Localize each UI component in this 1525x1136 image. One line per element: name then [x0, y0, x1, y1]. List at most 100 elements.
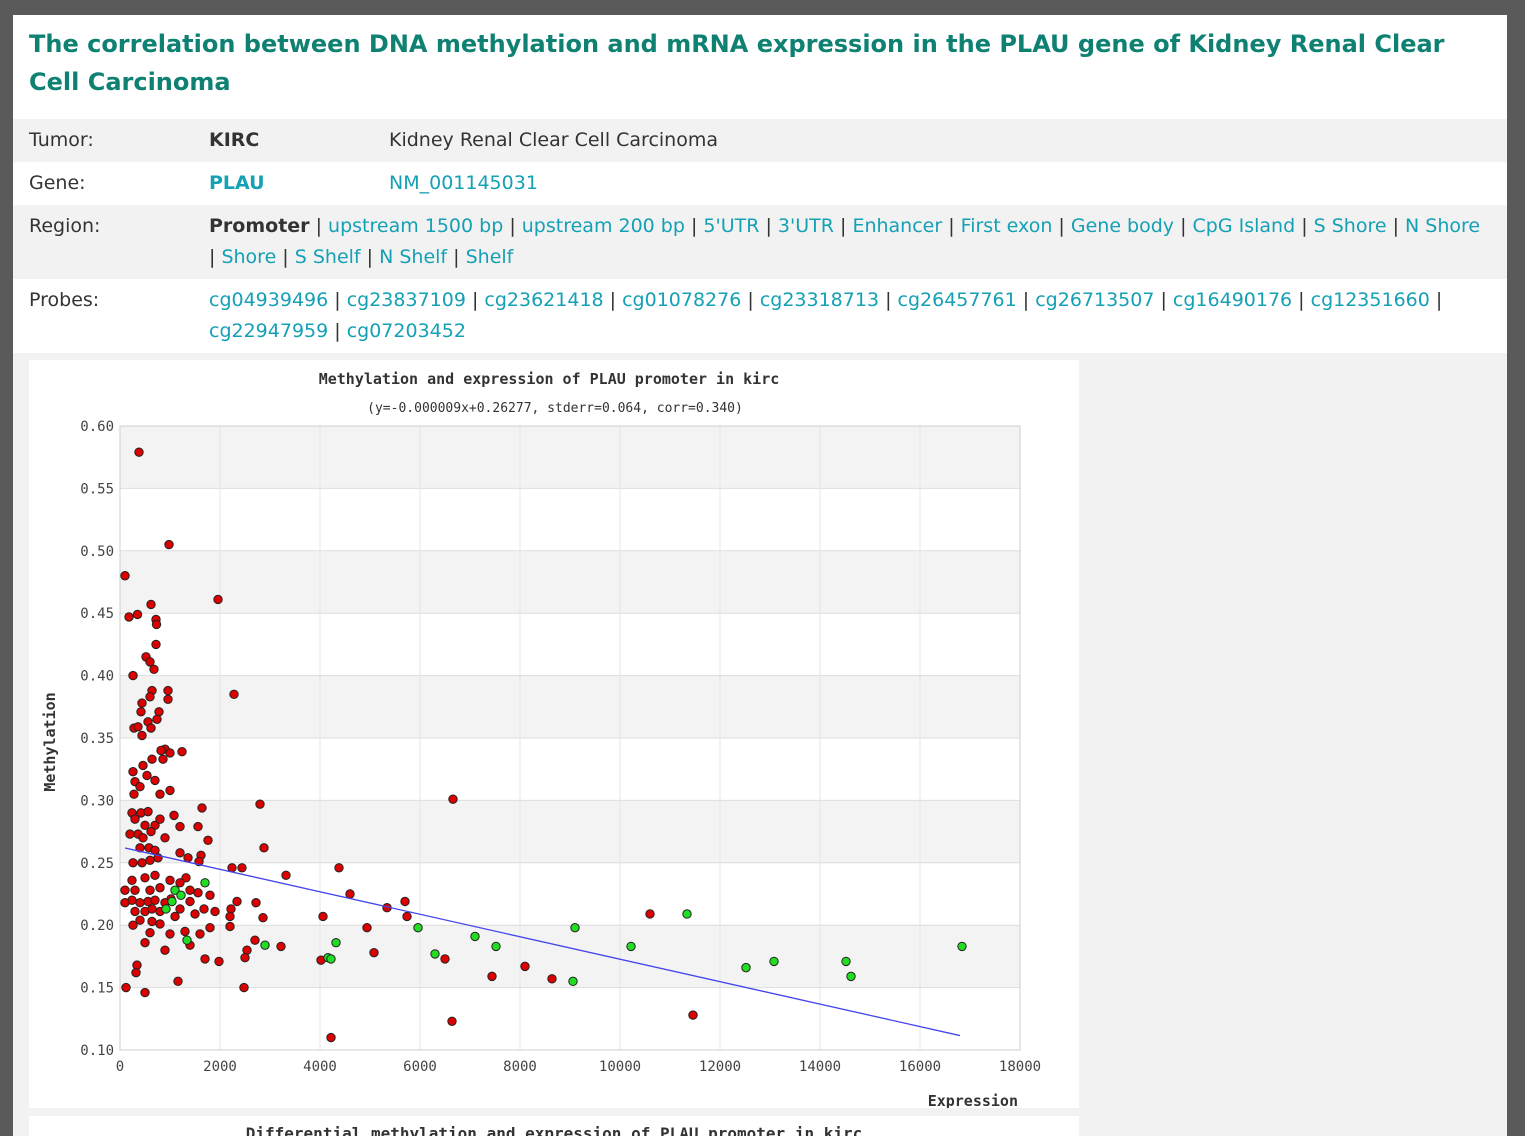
probe-link-cg12351660[interactable]: cg12351660: [1310, 289, 1430, 311]
point-red: [145, 927, 155, 938]
region-link-cpg-island[interactable]: CpG Island: [1192, 215, 1296, 237]
region-link-s-shelf[interactable]: S Shelf: [294, 246, 361, 268]
title-box: The correlation between DNA methylation …: [13, 15, 1507, 119]
point-red: [177, 747, 187, 757]
x-axis-label: Expression: [928, 1092, 1018, 1108]
point-red: [145, 692, 155, 702]
point-green: [841, 956, 851, 967]
separator: |: [328, 320, 347, 342]
point-red: [138, 760, 148, 771]
chart-subtitle: (y=-0.000009x+0.26277, stderr=0.064, cor…: [367, 401, 743, 416]
probe-link-cg01078276[interactable]: cg01078276: [622, 289, 742, 311]
point-red: [152, 714, 162, 724]
point-red: [193, 821, 203, 832]
region-link-first-exon[interactable]: First exon: [960, 215, 1053, 237]
point-red: [276, 941, 286, 952]
point-red: [225, 921, 235, 932]
point-red: [143, 806, 153, 817]
probe-link-cg23621418[interactable]: cg23621418: [484, 289, 604, 311]
region-link-5-utr[interactable]: 5'UTR: [703, 215, 760, 237]
regression-line: [124, 847, 961, 1037]
region-link-shelf[interactable]: Shelf: [465, 246, 514, 268]
point-red: [149, 664, 159, 675]
region-link-gene-body[interactable]: Gene body: [1070, 215, 1175, 237]
region-link-n-shore[interactable]: N Shore: [1405, 215, 1481, 237]
probe-links: cg04939496 | cg23837109 | cg23621418 | c…: [209, 285, 1491, 347]
gene-symbol-link[interactable]: PLAU: [209, 172, 265, 194]
scatter-svg: Methylation and expression of PLAU promo…: [41, 370, 1041, 1110]
separator: |: [1016, 289, 1036, 311]
page-title: The correlation between DNA methylation …: [29, 30, 1445, 96]
separator: |: [1429, 289, 1443, 311]
point-red: [487, 971, 497, 982]
point-red: [362, 922, 372, 933]
point-green: [568, 976, 578, 987]
point-red: [155, 814, 165, 824]
point-red: [645, 909, 655, 919]
separator: |: [360, 246, 380, 268]
tumor-name: Kidney Renal Clear Cell Carcinoma: [389, 129, 718, 151]
point-red: [146, 723, 156, 733]
point-red: [255, 799, 265, 809]
separator: |: [276, 246, 295, 268]
grid-band: [120, 800, 1020, 863]
point-green: [326, 954, 336, 964]
point-red: [185, 885, 195, 895]
probe-link-cg04939496[interactable]: cg04939496: [209, 289, 329, 311]
point-red: [232, 896, 242, 907]
region-link-shore[interactable]: Shore: [221, 246, 277, 268]
point-red: [251, 898, 261, 908]
probe-link-cg23837109[interactable]: cg23837109: [346, 289, 466, 311]
point-red: [334, 863, 344, 873]
point-red: [205, 922, 215, 933]
separator: |: [465, 289, 485, 311]
region-link-s-shore[interactable]: S Shore: [1313, 215, 1387, 237]
point-green: [176, 890, 186, 900]
point-red: [158, 754, 168, 764]
separator: |: [741, 289, 760, 311]
region-link-enhancer[interactable]: Enhancer: [852, 215, 943, 237]
point-red: [240, 952, 250, 963]
probe-link-cg07203452[interactable]: cg07203452: [346, 320, 466, 342]
region-link-upstream-200-bp[interactable]: upstream 200 bp: [521, 215, 685, 237]
point-red: [440, 954, 450, 964]
gene-accession-link[interactable]: NM_001145031: [389, 172, 538, 194]
point-red: [134, 447, 144, 457]
point-red: [250, 935, 260, 945]
separator: |: [503, 215, 522, 237]
probe-link-cg23318713[interactable]: cg23318713: [759, 289, 880, 311]
probe-link-cg26457761[interactable]: cg26457761: [897, 289, 1017, 311]
separator: |: [759, 215, 778, 237]
point-red: [318, 911, 328, 922]
tumor-code: KIRC: [209, 129, 260, 151]
point-red: [203, 835, 213, 846]
point-green: [182, 935, 192, 945]
separator: |: [833, 215, 853, 237]
point-red: [239, 982, 249, 993]
probe-link-cg22947959[interactable]: cg22947959: [209, 320, 329, 342]
y-tick-label: 0.50: [80, 544, 114, 560]
point-red: [229, 689, 239, 700]
region-link-upstream-1500-bp[interactable]: upstream 1500 bp: [328, 215, 504, 237]
point-red: [135, 843, 145, 853]
separator: |: [1386, 215, 1406, 237]
probe-link-cg26713507[interactable]: cg26713507: [1035, 289, 1155, 311]
point-red: [165, 785, 175, 796]
point-red: [547, 974, 557, 984]
point-red: [173, 976, 183, 987]
x-tick-label: 18000: [999, 1059, 1041, 1075]
point-red: [193, 888, 203, 898]
x-tick-label: 14000: [799, 1059, 841, 1075]
separator: |: [1052, 215, 1071, 237]
y-tick-label: 0.60: [80, 419, 114, 435]
region-link-3-utr[interactable]: 3'UTR: [777, 215, 834, 237]
y-tick-label: 0.15: [80, 981, 114, 997]
point-red: [136, 707, 146, 717]
region-link-n-shelf[interactable]: N Shelf: [379, 246, 448, 268]
probe-link-cg16490176[interactable]: cg16490176: [1172, 289, 1293, 311]
separator: |: [447, 246, 466, 268]
separator: |: [209, 246, 222, 268]
point-red: [130, 814, 140, 824]
point-green: [570, 922, 580, 933]
y-tick-label: 0.10: [80, 1043, 114, 1059]
